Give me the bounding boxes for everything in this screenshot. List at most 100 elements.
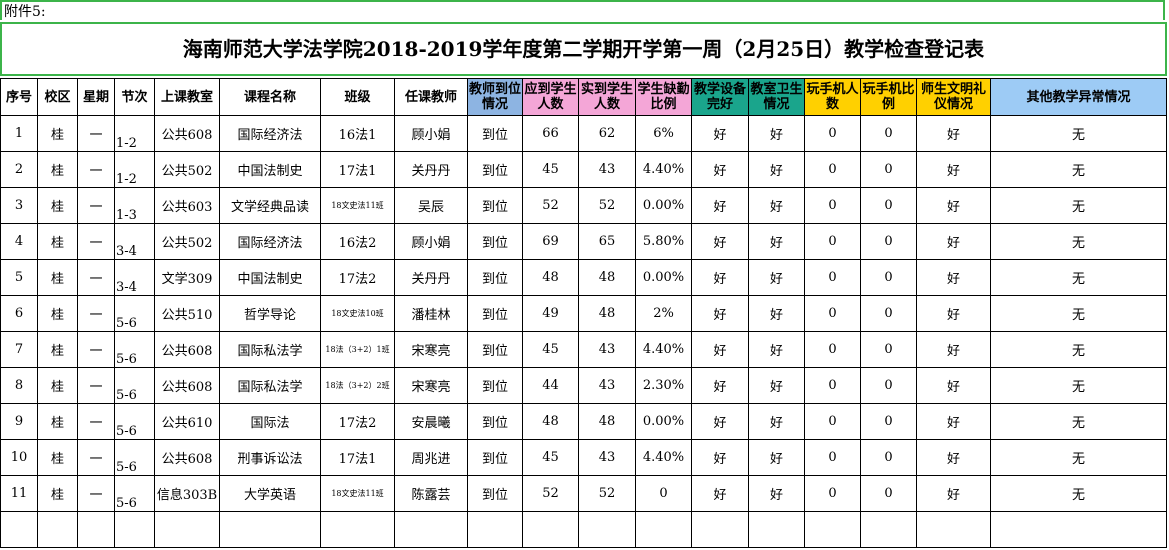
table-cell: 一 [77,367,115,404]
table-cell: 66 [522,115,579,152]
table-cell: 好 [916,367,991,404]
table-cell: 4.40% [635,151,692,188]
table-cell: 0 [804,151,861,188]
table-cell: 好 [916,151,991,188]
table-cell: 一 [77,115,115,152]
table-cell: 好 [748,151,805,188]
table-cell: 8 [0,367,38,404]
table-cell: 好 [691,259,749,296]
table-cell: 到位 [467,223,523,260]
table-cell: 好 [748,295,805,332]
table-cell: 无 [990,151,1167,188]
table-cell: 好 [916,439,991,476]
table-cell: 一 [77,475,115,512]
table-cell: 到位 [467,439,523,476]
table-cell: 1-2 [114,115,155,152]
table-cell: 0 [860,151,917,188]
table-cell: 0.00% [635,403,692,440]
table-cell: 关丹丹 [394,151,468,188]
table-row: 5 桂一 3-4 文学309 中国法制史 17法2 关丹丹 到位 48 48 0.00% 好好 0 0 好无 [0,259,1167,296]
table-cell: 到位 [467,259,523,296]
header-cell: 玩手机比例 [860,78,917,116]
table-cell: 4 [0,223,38,260]
table-cell: 公共502 [154,223,220,260]
table-cell: 好 [748,367,805,404]
table-cell: 45 [522,331,579,368]
table-cell: 一 [77,259,115,296]
header-cell: 序号 [0,78,38,116]
table-cell: 0 [804,475,861,512]
table-cell: 陈露芸 [394,475,468,512]
table-cell: 公共608 [154,331,220,368]
table-cell: 公共603 [154,187,220,224]
empty-cell [804,511,861,548]
table-cell: 0 [860,115,917,152]
table-cell: 48 [578,403,636,440]
table-cell: 一 [77,331,115,368]
table-cell: 0 [860,259,917,296]
table-cell: 45 [522,439,579,476]
table-cell: 哲学导论 [219,295,321,332]
empty-cell [154,511,220,548]
table-cell: 6 [0,295,38,332]
table-cell: 17法1 [320,151,395,188]
table-cell: 好 [691,367,749,404]
table-cell: 18法（3+2）1班 [320,331,395,368]
table-cell: 一 [77,295,115,332]
table-cell: 到位 [467,187,523,224]
table-cell: 一 [77,403,115,440]
table-cell: 好 [691,223,749,260]
table-cell: 公共502 [154,151,220,188]
table-cell: 49 [522,295,579,332]
table-cell: 0 [804,367,861,404]
table-cell: 69 [522,223,579,260]
table-cell: 好 [748,475,805,512]
empty-cell [691,511,749,548]
table-cell: 52 [578,475,636,512]
table-cell: 0 [860,439,917,476]
table-cell: 公共610 [154,403,220,440]
table-cell: 中国法制史 [219,151,321,188]
table-cell: 43 [578,331,636,368]
table-cell: 桂 [37,367,78,404]
empty-cell [635,511,692,548]
table-cell: 18文史法10班 [320,295,395,332]
table-cell: 顾小娟 [394,115,468,152]
attachment-label: 附件5: [0,0,1165,20]
header-cell: 教室卫生情况 [748,78,805,116]
table-cell: 国际经济法 [219,223,321,260]
table-cell: 5-6 [114,439,155,476]
table-cell: 国际私法学 [219,367,321,404]
header-cell: 实到学生人数 [578,78,636,116]
table-cell: 到位 [467,331,523,368]
table-cell: 好 [916,223,991,260]
table-cell: 5 [0,259,38,296]
empty-cell [37,511,78,548]
table-row: 11 桂一 5-6 信息303B 大学英语 18文史法11班 陈露芸 到位 52 52 0 好好 0 0 好… [0,475,1167,512]
table-cell: 44 [522,367,579,404]
header-cell: 玩手机人数 [804,78,861,116]
table-cell: 3-4 [114,259,155,296]
table-cell: 桂 [37,403,78,440]
table-cell: 好 [691,295,749,332]
table-cell: 16法1 [320,115,395,152]
table-cell: 0 [860,367,917,404]
table-cell: 国际私法学 [219,331,321,368]
table-cell: 一 [77,223,115,260]
table-row: 10 桂一 5-6 公共608 刑事诉讼法 17法1 周兆进 到位 45 43 4.40% 好好 0 0 好… [0,439,1167,476]
empty-cell [467,511,523,548]
header-cell: 课程名称 [219,78,321,116]
table-cell: 到位 [467,367,523,404]
table-cell: 52 [522,187,579,224]
table-cell: 公共608 [154,115,220,152]
table-cell: 好 [748,403,805,440]
inspection-table: 序号 校区 星期 节次 上课教室 课程名称 班级 任课教师 教师到位情况 应到学生人数 实到学生人数… [0,78,1167,548]
table-cell: 公共510 [154,295,220,332]
table-cell: 无 [990,403,1167,440]
table-cell: 18法（3+2）2班 [320,367,395,404]
table-cell: 1-3 [114,187,155,224]
table-cell: 0.00% [635,187,692,224]
table-cell: 桂 [37,223,78,260]
header-cell: 其他教学异常情况 [990,78,1167,116]
